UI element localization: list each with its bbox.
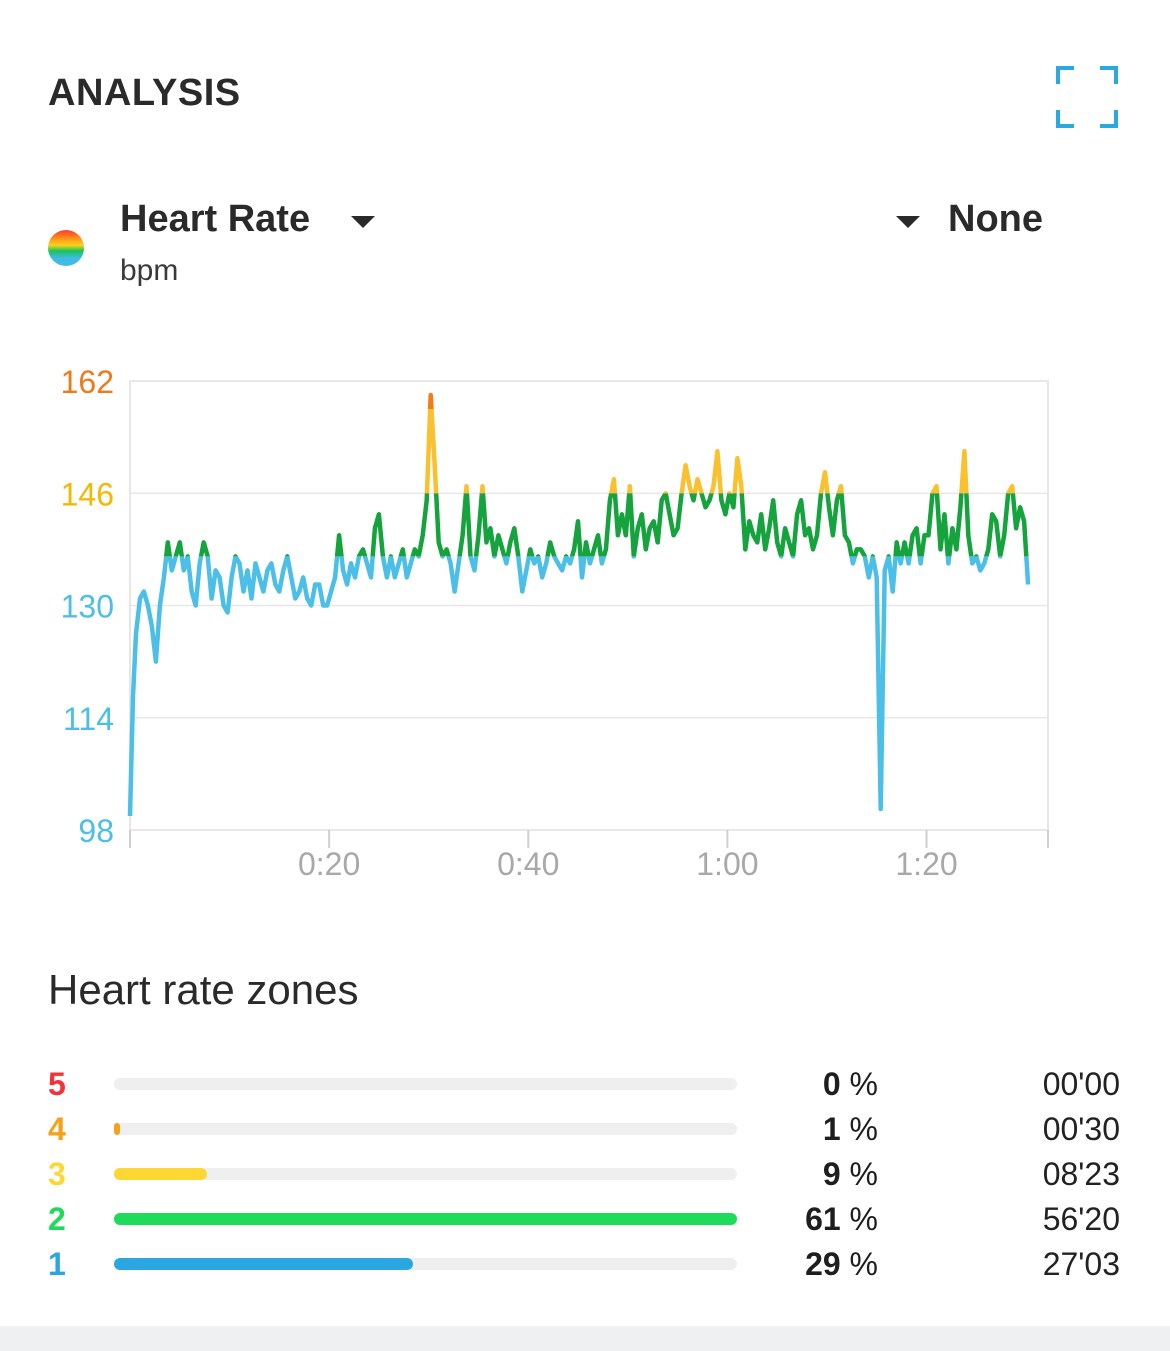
x-tick-label: 0:20 [298,846,360,882]
zone-progress-track [114,1168,737,1180]
zone-time: 00'30 [1042,1111,1120,1147]
zone-percent: 61 % [805,1199,878,1239]
x-tick-label: 1:00 [696,846,758,882]
zone-percent-value: 29 [805,1246,841,1282]
zone-row: 2 61 % 56'20 [0,1199,1170,1239]
zone-progress-fill [114,1123,121,1135]
zone-time: 00'00 [1042,1066,1120,1102]
zone-percent-value: 1 [822,1111,841,1147]
zone-percent: 0 % [823,1064,878,1104]
zone-time: 08'23 [1042,1156,1120,1192]
zone-row: 1 29 % 27'03 [0,1244,1170,1284]
zone-progress-track [114,1258,737,1270]
metric-unit: bpm [120,254,179,287]
chevron-down-icon [351,216,375,228]
x-tick-label: 1:20 [895,846,957,882]
y-tick-label: 114 [63,701,114,737]
zone-progress-track [114,1123,737,1135]
zone-progress-fill [114,1168,207,1180]
zone-percent-symbol: % [849,1201,878,1237]
analysis-title: ANALYSIS [48,72,241,114]
footer-band [0,1326,1170,1351]
y-tick-label: 130 [61,589,114,625]
heart-rate-zone-dot-icon [48,230,84,266]
zone-number: 5 [48,1066,66,1102]
zone-percent: 29 % [805,1244,878,1284]
y-tick-label: 162 [61,364,114,400]
zone-percent: 9 % [823,1154,878,1194]
zone-time: 27'03 [1042,1246,1120,1282]
compare-label: None [948,198,1043,240]
zone-row: 4 1 % 00'30 [0,1109,1170,1149]
fullscreen-corners-icon [1056,66,1118,128]
zone-row: 3 9 % 08'23 [0,1154,1170,1194]
zone-percent-symbol: % [849,1111,878,1147]
zone-percent-symbol: % [849,1066,878,1102]
zone-progress-fill [114,1213,737,1225]
heart-rate-chart[interactable]: 162 146 130 114 98 0:20 0:40 1:00 1:20 [0,340,1170,900]
y-tick-label: 146 [61,476,114,512]
x-tick-label: 0:40 [497,846,559,882]
zone-row: 5 0 % 00'00 [0,1064,1170,1104]
zones-title: Heart rate zones [48,966,359,1013]
zone-percent-symbol: % [849,1246,878,1282]
heart-rate-line-zone-1 [127,556,1031,817]
zone-progress-fill [114,1258,414,1270]
expand-button[interactable] [1052,62,1122,132]
zone-percent-value: 0 [822,1066,841,1102]
zone-percent-symbol: % [849,1156,878,1192]
chevron-down-icon [896,216,920,228]
metric-label: Heart Rate [120,198,311,240]
zone-progress-track [114,1078,737,1090]
zone-percent: 1 % [823,1109,878,1149]
zone-time: 56'20 [1042,1201,1120,1237]
zone-number: 4 [48,1111,66,1147]
zone-number: 3 [48,1156,66,1192]
zone-number: 1 [48,1246,66,1282]
zone-number: 2 [48,1201,66,1237]
y-tick-label: 98 [78,813,114,849]
zone-percent-value: 61 [805,1201,841,1237]
zone-percent-value: 9 [822,1156,841,1192]
heart-rate-line-zone-2 [163,493,1029,557]
zone-progress-track [114,1213,737,1225]
